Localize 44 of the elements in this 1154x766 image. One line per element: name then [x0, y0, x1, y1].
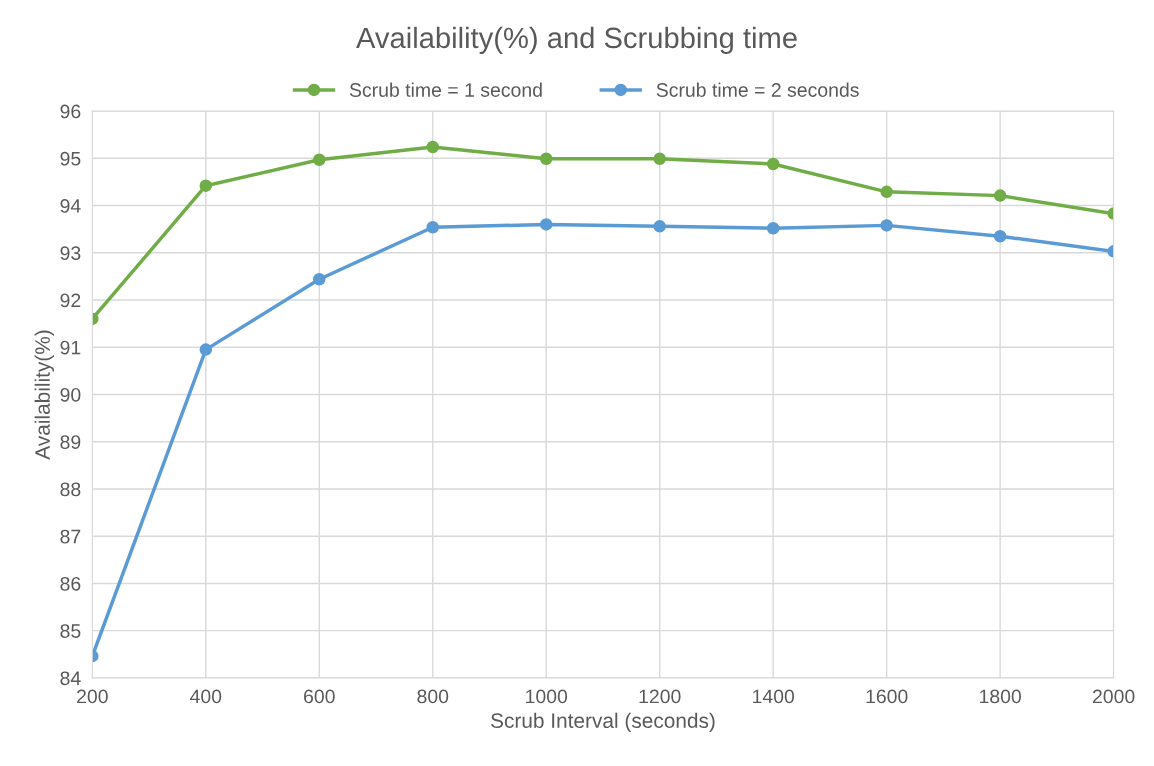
chart-title: Availability(%) and Scrubbing time: [356, 26, 797, 54]
y-tick-label: 87: [60, 529, 81, 544]
x-tick-label: 400: [190, 689, 222, 704]
legend-label: Scrub time = 2 seconds: [656, 82, 859, 97]
y-tick-label: 86: [60, 576, 81, 591]
legend-label: Scrub time = 1 second: [349, 82, 542, 97]
y-tick-label: 95: [60, 151, 81, 166]
y-tick-label: 88: [60, 482, 81, 497]
x-tick-label: 200: [77, 689, 108, 704]
point: [993, 229, 1007, 243]
point: [313, 272, 326, 286]
x-tick-label: 1600: [866, 689, 908, 704]
x-tick-label: 600: [304, 689, 335, 704]
point: [653, 220, 666, 233]
x-axis-title: Scrub Interval (seconds): [491, 712, 715, 733]
point: [426, 221, 440, 234]
y-tick-label: 96: [60, 104, 81, 119]
y-axis-title: Availability(%): [34, 330, 55, 460]
point: [766, 157, 780, 171]
y-tick-label: 84: [60, 671, 81, 686]
x-tick-label: 1400: [753, 689, 795, 704]
point: [880, 185, 893, 199]
point: [880, 219, 893, 232]
y-tick-label: 85: [60, 624, 81, 638]
point: [426, 140, 440, 154]
point: [539, 218, 553, 231]
point: [993, 189, 1007, 202]
y-tick-label: 93: [60, 246, 81, 261]
x-tick-label: 800: [417, 689, 449, 704]
x-tick-label: 2000: [1092, 689, 1135, 704]
x-tick-label: 1000: [526, 689, 568, 704]
y-tick-label: 94: [60, 199, 81, 213]
point: [539, 152, 553, 166]
point: [199, 343, 213, 356]
y-tick-label: 91: [60, 340, 81, 355]
y-tick-label: 89: [60, 435, 81, 449]
point: [653, 152, 666, 166]
x-tick-label: 1200: [639, 689, 681, 704]
point: [313, 153, 326, 166]
y-tick-label: 90: [60, 387, 81, 402]
point: [199, 179, 213, 192]
x-tick-label: 1800: [979, 689, 1021, 704]
point: [766, 221, 780, 235]
y-tick-label: 92: [60, 293, 81, 308]
